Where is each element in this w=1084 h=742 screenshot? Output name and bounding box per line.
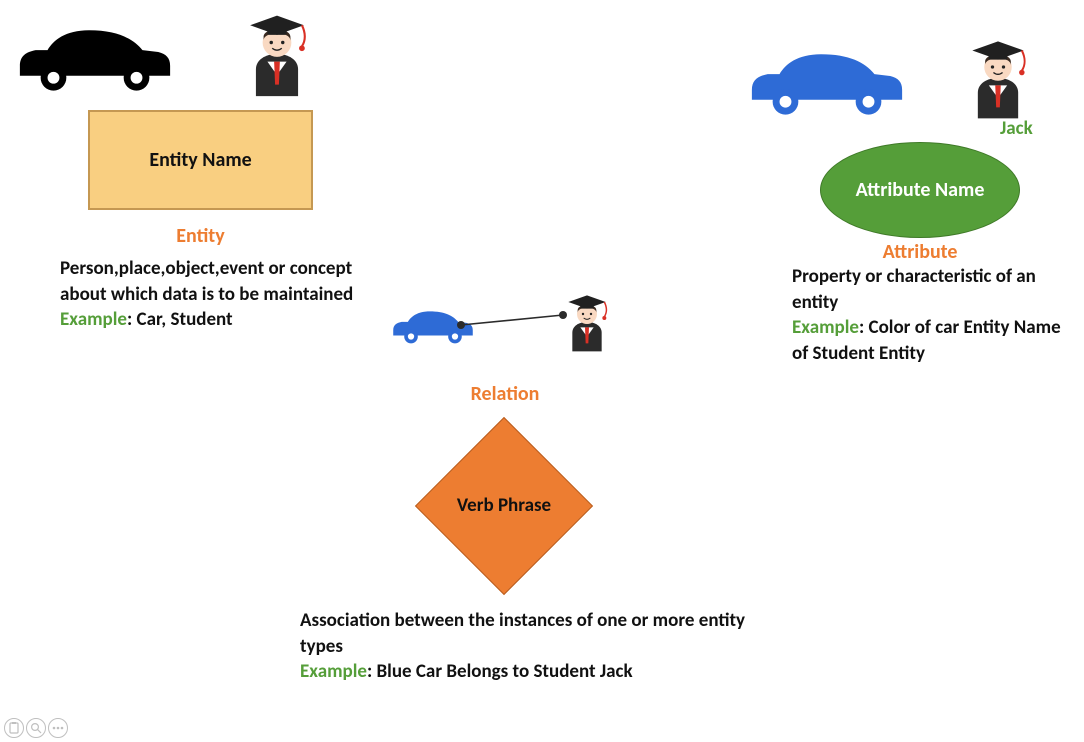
- attribute-example-label: Example: [792, 316, 859, 339]
- relation-diamond: Verb Phrase: [414, 416, 594, 596]
- entity-box: Entity Name: [88, 110, 313, 210]
- car-icon-blue-right: [742, 40, 912, 120]
- entity-heading: Entity: [88, 224, 313, 248]
- student-icon-top-left: [238, 8, 316, 100]
- more-icon[interactable]: [48, 718, 68, 738]
- attribute-ellipse-label: Attribute Name: [856, 178, 985, 202]
- student-icon-top-right: [960, 34, 1036, 122]
- car-icon-blue-mid: [388, 302, 478, 348]
- relation-desc-text: Association between the instances of one…: [300, 609, 745, 658]
- clipboard-icon[interactable]: [4, 718, 24, 738]
- relation-diamond-label: Verb Phrase: [449, 495, 559, 518]
- attribute-heading: Attribute: [820, 240, 1020, 264]
- attribute-desc-text: Property or characteristic of an entity: [792, 265, 1036, 314]
- attribute-description: Property or characteristic of an entity …: [792, 264, 1072, 367]
- entity-box-label: Entity Name: [149, 148, 251, 172]
- student-icon-mid: [560, 290, 614, 354]
- search-icon[interactable]: [26, 718, 46, 738]
- car-icon-black: [10, 12, 180, 100]
- relation-example-text: : Blue Car Belongs to Student Jack: [367, 660, 633, 683]
- relation-description: Association between the instances of one…: [300, 608, 770, 685]
- attribute-jack-label: Jack: [1000, 117, 1033, 140]
- entity-description: Person,place,object,event or concept abo…: [60, 256, 360, 333]
- entity-example-label: Example: [60, 308, 127, 331]
- entity-example-text: : Car, Student: [127, 308, 233, 331]
- entity-desc-text: Person,place,object,event or concept abo…: [60, 257, 353, 306]
- attribute-ellipse: Attribute Name: [820, 142, 1020, 238]
- relation-heading: Relation: [420, 382, 590, 406]
- relation-example-label: Example: [300, 660, 367, 683]
- bottom-toolbar: [4, 718, 70, 738]
